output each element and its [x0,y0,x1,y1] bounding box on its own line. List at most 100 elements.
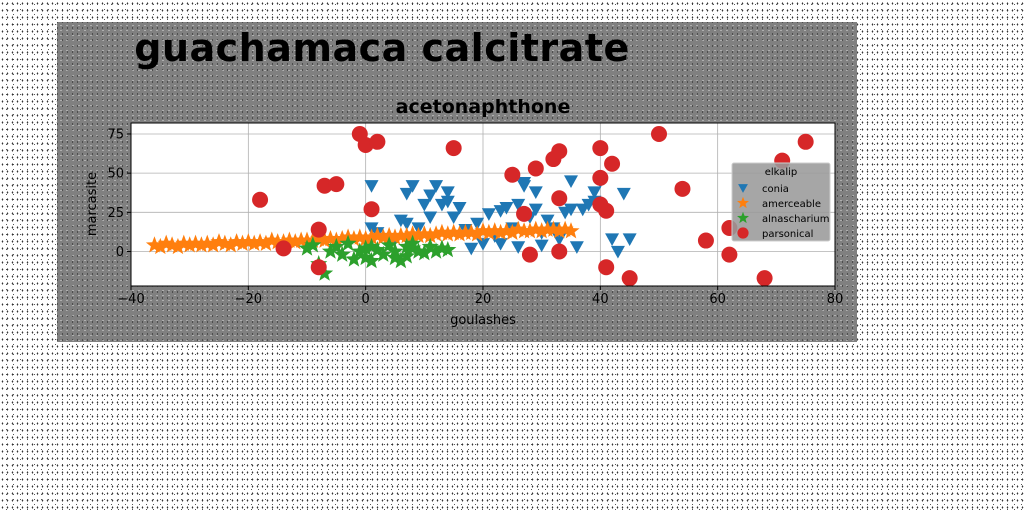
point-alnascharium [427,242,445,259]
point-amerceable [409,226,428,244]
legend-entry-amerceable: amerceable [762,199,821,210]
point-parsonical [310,221,327,238]
point-parsonical [621,270,638,287]
point-parsonical [504,166,521,183]
point-parsonical [316,177,333,194]
point-alnascharium [439,240,457,258]
point-conia [499,202,514,215]
point-alnascharium [404,239,422,256]
point-amerceable [439,225,457,242]
legend-marker-conia [738,184,748,193]
point-amerceable [533,222,551,239]
point-amerceable [286,233,304,250]
point-amerceable [421,226,439,244]
legend-entry-conia: conia [762,184,789,195]
legend-box [731,162,831,242]
legend[interactable]: elkalip conia amerceable alnascharium parson… [731,162,831,242]
point-conia [610,245,625,259]
point-alnascharium [321,242,340,259]
point-amerceable [521,222,539,239]
point-conia [605,233,620,246]
point-alnascharium [415,244,433,261]
data-points [145,125,814,287]
legend-entry-parsonical: parsonical [762,229,813,240]
y-tick-label: 50 [107,167,124,182]
x-tick-label: 60 [709,292,726,307]
point-parsonical [592,169,609,186]
point-conia [564,175,578,188]
point-parsonical [369,133,386,150]
legend-entry-alnascharium: alnascharium [762,214,830,225]
point-parsonical [516,205,533,222]
point-amerceable [222,236,240,253]
point-parsonical [551,243,568,260]
point-alnascharium [362,237,381,255]
point-alnascharium [333,245,351,262]
point-alnascharium [339,234,357,251]
y-tick-label: 25 [107,206,124,221]
point-conia [364,180,379,193]
point-conia [587,186,602,199]
point-amerceable [233,234,252,251]
y-tick-label: 0 [116,245,124,260]
point-amerceable [492,223,510,240]
legend-marker-parsonical [737,227,749,239]
point-conia [446,211,461,225]
point-parsonical [721,246,738,263]
point-conia [470,217,485,231]
point-alnascharium [374,245,392,262]
point-parsonical [592,140,609,157]
point-parsonical [797,133,814,150]
point-conia [493,238,508,251]
point-conia [452,202,467,215]
point-conia [429,180,444,193]
point-amerceable [204,236,222,253]
point-amerceable [192,236,210,253]
point-conia [440,186,455,199]
point-parsonical [445,140,462,157]
legend-marker-amerceable [737,196,749,209]
point-conia [517,176,532,190]
point-alnascharium [421,237,439,255]
point-amerceable [450,225,469,242]
point-amerceable [550,222,568,239]
point-conia [622,233,637,246]
point-amerceable [169,237,187,255]
point-conia [417,198,432,212]
x-tick-label: 0 [362,292,370,307]
axes: −40 −20 0 20 40 60 80 0 25 50 75 [107,122,844,307]
point-parsonical [551,190,568,207]
point-parsonical [598,202,615,219]
point-parsonical [598,259,615,276]
point-alnascharium [304,236,322,253]
point-conia [616,187,631,201]
x-tick-label: −40 [117,292,144,307]
point-conia [476,238,490,251]
point-parsonical [521,246,538,263]
point-alnascharium [404,234,422,251]
point-conia [569,241,584,254]
point-parsonical [651,125,667,142]
point-amerceable [427,225,445,242]
point-conia [564,203,578,217]
point-conia [423,189,438,203]
point-conia [534,239,549,253]
point-amerceable [345,229,363,247]
point-conia [528,186,543,199]
point-amerceable [151,237,169,255]
point-alnascharium [357,239,375,256]
point-alnascharium [357,248,375,266]
point-conia [440,195,455,209]
point-alnascharium [386,248,404,266]
x-tick-label: 80 [827,292,844,307]
point-parsonical [527,160,544,177]
point-alnascharium [345,250,363,267]
point-alnascharium [368,240,386,258]
point-amerceable [316,231,334,248]
point-parsonical [328,176,345,193]
x-tick-label: 20 [475,292,492,307]
point-parsonical [310,259,327,276]
point-amerceable [245,234,263,251]
point-alnascharium [392,251,410,269]
